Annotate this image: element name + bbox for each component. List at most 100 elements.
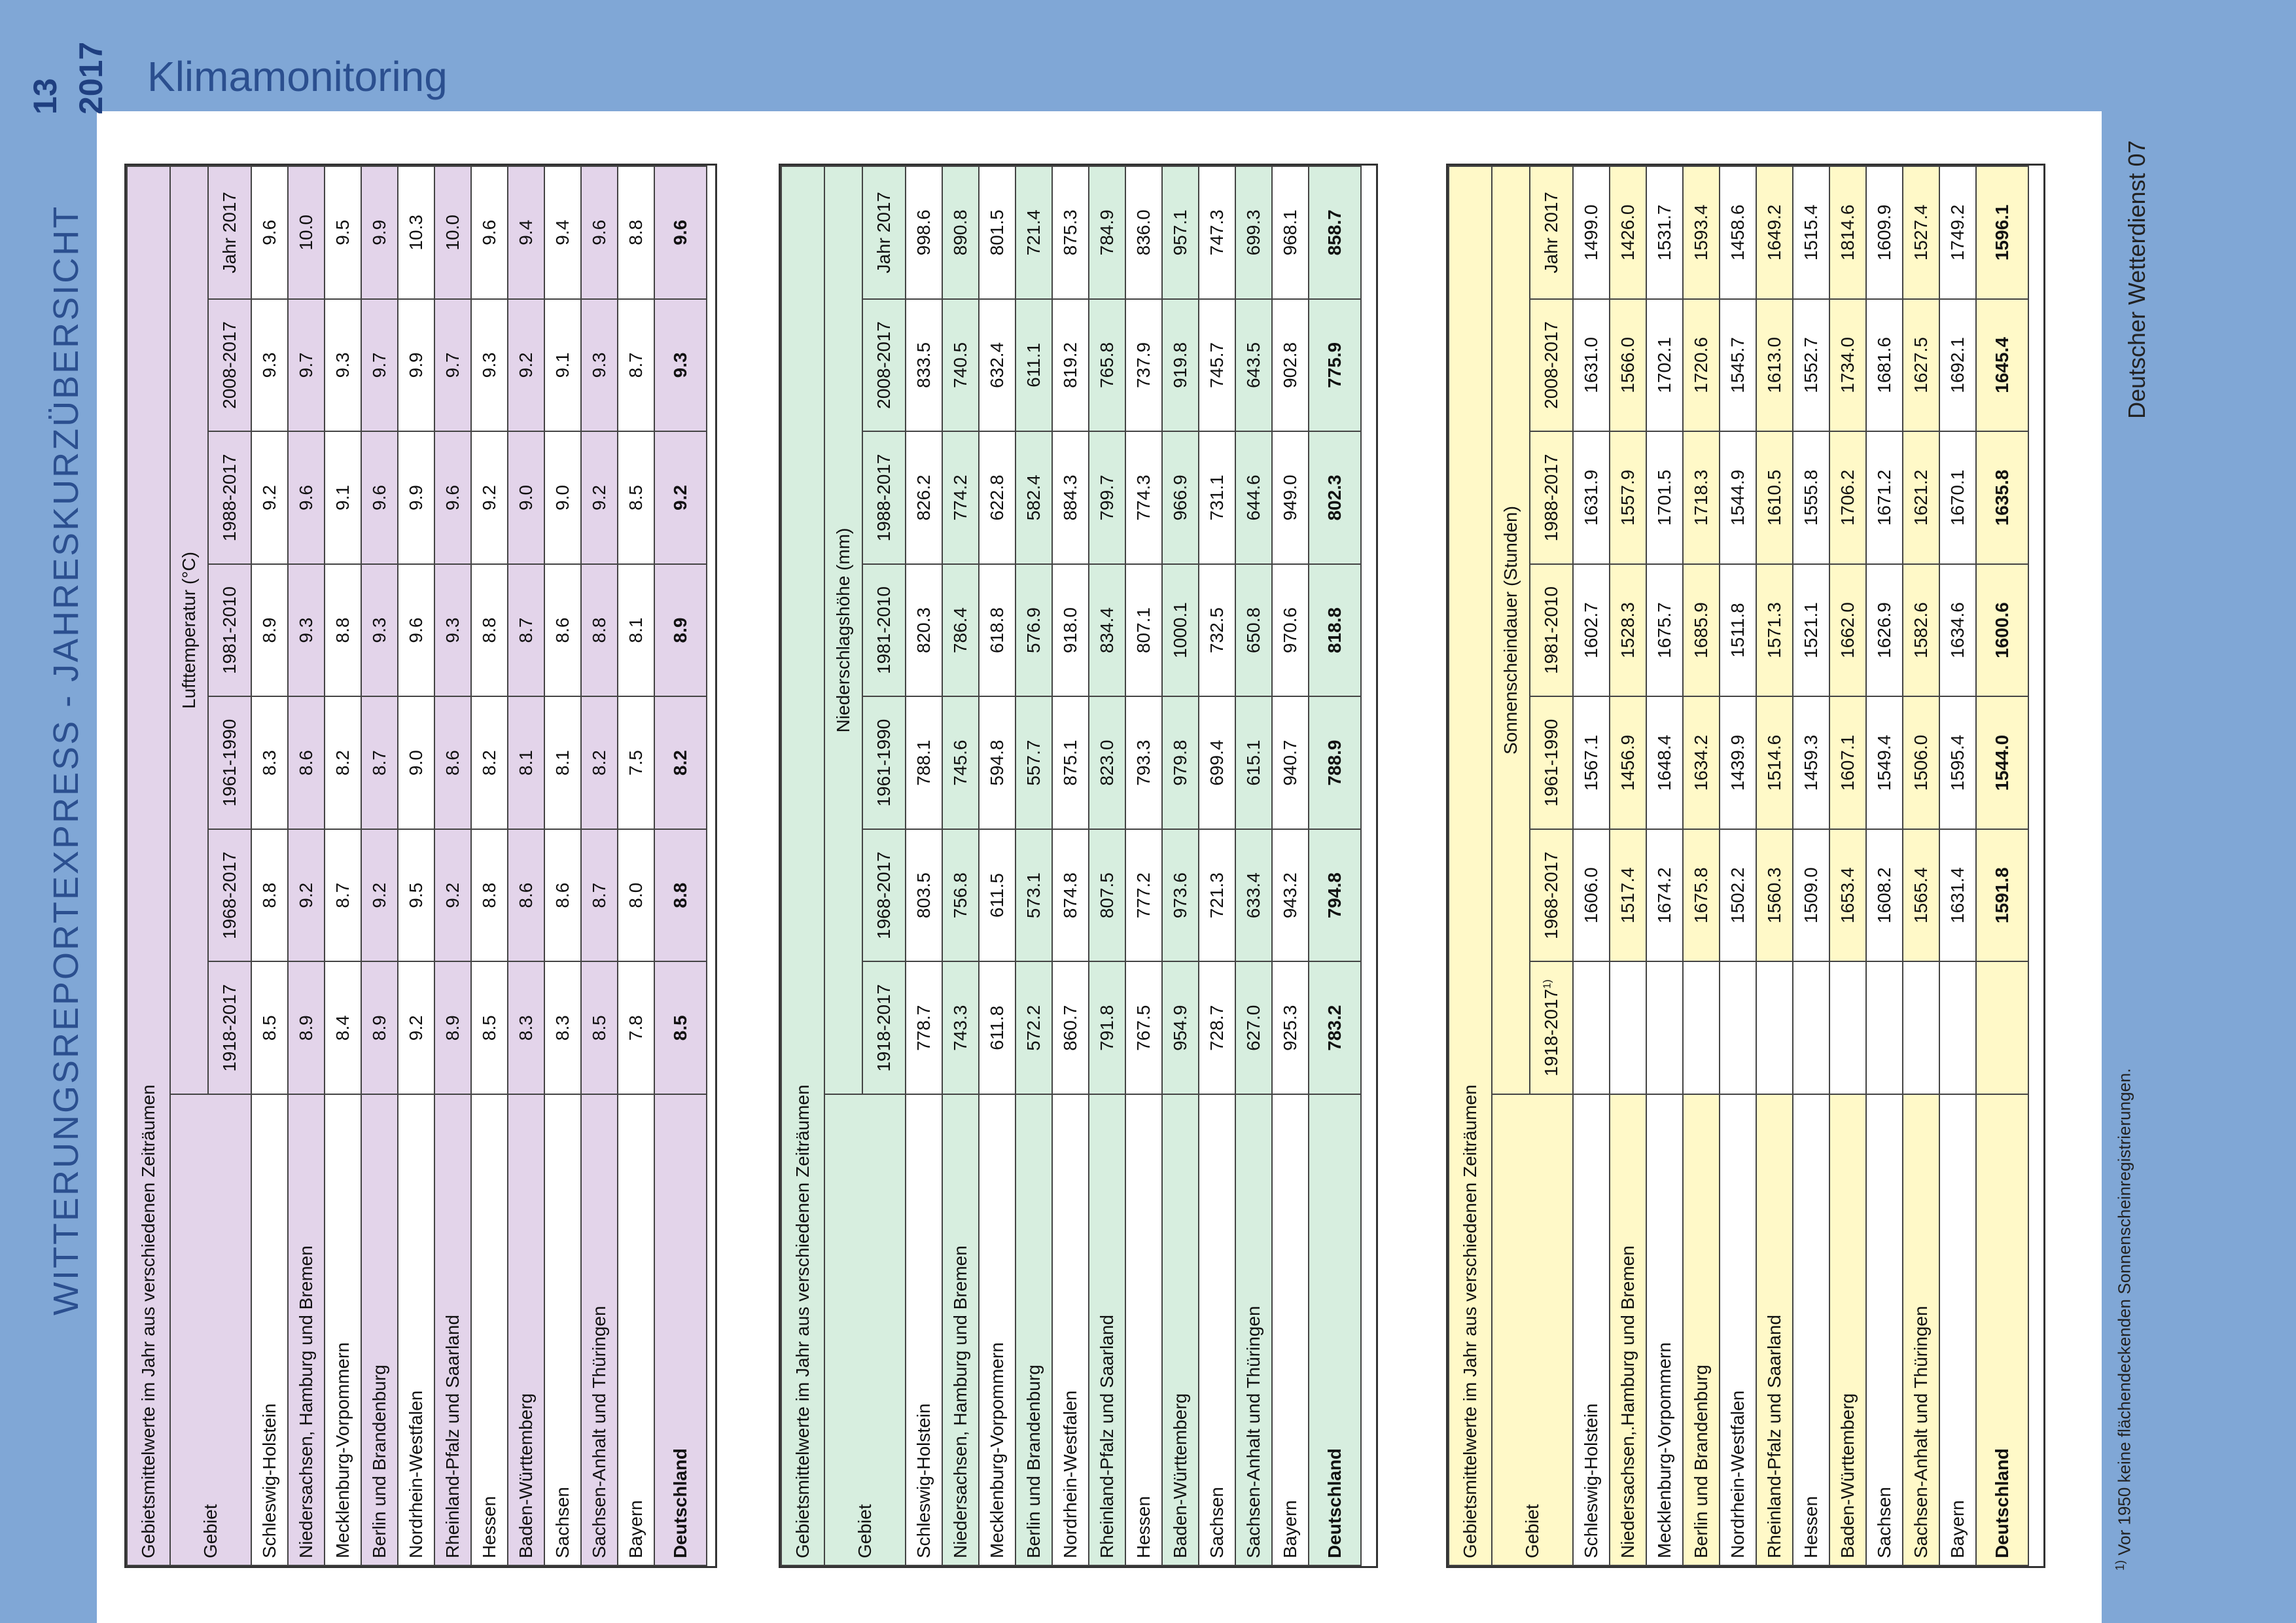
- report-series-title: WITTERUNGSREPORTEXPRESS - JAHRESKURZÜBER…: [46, 204, 86, 1315]
- value-cell: 791.8: [1089, 961, 1125, 1094]
- column-header: 2008-2017: [862, 298, 906, 432]
- value-cell: 767.5: [1125, 961, 1162, 1094]
- table-row: Baden-Württemberg 954.9 973.6 979.8 1000.1 96…: [1162, 166, 1199, 1565]
- value-cell: 1670.1: [1939, 431, 1976, 564]
- footnote-marker: 1): [2113, 1560, 2127, 1571]
- value-cell: 8.8: [325, 563, 361, 697]
- value-cell: 8.6: [544, 563, 581, 697]
- total-value-cell: 9.3: [654, 298, 707, 432]
- value-cell: 10.0: [434, 166, 471, 299]
- table-caption: Gebietsmittelwerte im Jahr aus verschied…: [781, 166, 824, 1565]
- value-cell: 1565.4: [1903, 829, 1939, 962]
- value-cell: 8.8: [471, 829, 508, 962]
- value-cell: 8.5: [581, 961, 618, 1094]
- total-value-cell: 775.9: [1309, 298, 1361, 432]
- value-cell: 1515.4: [1793, 166, 1829, 299]
- value-cell: 918.0: [1052, 563, 1089, 697]
- value-cell: 966.9: [1162, 431, 1199, 564]
- region-name: Nordrhein-Westfalen: [1052, 1094, 1089, 1565]
- value-cell: 860.7: [1052, 961, 1089, 1094]
- value-cell: 9.3: [288, 563, 325, 697]
- value-cell: 826.2: [906, 431, 942, 564]
- value-cell: 8.1: [618, 563, 654, 697]
- value-cell: 9.3: [434, 563, 471, 697]
- value-cell: 793.3: [1125, 696, 1162, 829]
- total-value-cell: 802.3: [1309, 431, 1361, 564]
- value-cell: 643.5: [1235, 298, 1272, 432]
- value-cell: 8.2: [325, 696, 361, 829]
- value-cell: [1683, 961, 1720, 1094]
- value-cell: 1426.0: [1610, 166, 1646, 299]
- region-name: Sachsen: [544, 1094, 581, 1565]
- value-cell: 8.5: [471, 961, 508, 1094]
- temperature-table: Gebietsmittelwerte im Jahr aus verschied…: [124, 164, 717, 1568]
- table-row: Rheinland-Pfalz und Saarland 8.9 9.2 8.6 9.3…: [434, 166, 471, 1565]
- region-name: Sachsen-Anhalt und Thüringen: [1903, 1094, 1939, 1565]
- table-row: Sachsen 728.7 721.3 699.4 732.5 731.1 745.7 747…: [1199, 166, 1235, 1565]
- value-cell: 1662.0: [1829, 563, 1866, 697]
- total-label: Deutschland: [654, 1094, 707, 1565]
- value-cell: [1573, 961, 1610, 1094]
- value-cell: 9.1: [544, 298, 581, 432]
- value-cell: 788.1: [906, 696, 942, 829]
- value-cell: 9.3: [325, 298, 361, 432]
- region-name: Sachsen: [1199, 1094, 1235, 1565]
- section-title: Klimamonitoring: [147, 53, 448, 100]
- value-cell: 1674.2: [1646, 829, 1683, 962]
- table-row: Niedersachsen, Hamburg und Bremen 743.3 75…: [942, 166, 979, 1565]
- value-cell: 9.6: [398, 563, 434, 697]
- value-cell: 8.7: [361, 696, 398, 829]
- value-cell: [1939, 961, 1976, 1094]
- value-cell: 9.3: [251, 298, 288, 432]
- value-cell: 9.1: [325, 431, 361, 564]
- value-cell: 9.6: [361, 431, 398, 564]
- table-caption: Gebietsmittelwerte im Jahr aus verschied…: [127, 166, 170, 1565]
- page-number: 13: [27, 78, 63, 115]
- value-cell: 1685.9: [1683, 563, 1720, 697]
- value-cell: 1549.4: [1866, 696, 1903, 829]
- value-cell: 875.3: [1052, 166, 1089, 299]
- region-name: Hessen: [1125, 1094, 1162, 1565]
- value-cell: 8.5: [618, 431, 654, 564]
- value-cell: 1607.1: [1829, 696, 1866, 829]
- value-cell: 9.7: [434, 298, 471, 432]
- column-header: 1961-1990: [862, 696, 906, 829]
- value-cell: 8.0: [618, 829, 654, 962]
- temperature-data-table: Gebietsmittelwerte im Jahr aus verschied…: [126, 166, 707, 1566]
- value-cell: 611.8: [979, 961, 1016, 1094]
- value-cell: 1517.4: [1610, 829, 1646, 962]
- total-value-cell: [1976, 961, 2028, 1094]
- value-cell: 627.0: [1235, 961, 1272, 1094]
- table-row: Sachsen 1608.2 1549.4 1626.9 1671.2 1681.6 160…: [1866, 166, 1903, 1565]
- value-cell: 1653.4: [1829, 829, 1866, 962]
- value-cell: 1648.4: [1646, 696, 1683, 829]
- value-cell: 615.1: [1235, 696, 1272, 829]
- region-header: Gebiet: [170, 1094, 251, 1565]
- value-cell: 9.2: [471, 431, 508, 564]
- value-cell: 1631.4: [1939, 829, 1976, 962]
- value-cell: 1627.5: [1903, 298, 1939, 432]
- footnote-ref: 1): [1542, 979, 1553, 989]
- value-cell: 801.5: [979, 166, 1016, 299]
- column-header: 1968-2017: [862, 829, 906, 962]
- value-cell: 765.8: [1089, 298, 1125, 432]
- total-value-cell: 8.8: [654, 829, 707, 962]
- table-row: Bayern 925.3 943.2 940.7 970.6 949.0 902.8 968.…: [1272, 166, 1309, 1565]
- value-cell: 8.7: [618, 298, 654, 432]
- table-row: Mecklenburg-Vorpommern 611.8 611.5 594.8 618…: [979, 166, 1016, 1565]
- value-cell: 1531.7: [1646, 166, 1683, 299]
- region-header: Gebiet: [824, 1094, 906, 1565]
- column-header: 2008-2017: [1530, 298, 1573, 432]
- value-cell: 1706.2: [1829, 431, 1866, 564]
- total-label: Deutschland: [1976, 1094, 2028, 1565]
- total-value-cell: 1596.1: [1976, 166, 2028, 299]
- region-name: Hessen: [1793, 1094, 1829, 1565]
- value-cell: 968.1: [1272, 166, 1309, 299]
- value-cell: 8.6: [434, 696, 471, 829]
- value-cell: 1560.3: [1756, 829, 1793, 962]
- value-cell: 1610.5: [1756, 431, 1793, 564]
- total-value-cell: 788.9: [1309, 696, 1361, 829]
- value-cell: 774.2: [942, 431, 979, 564]
- value-cell: 8.3: [251, 696, 288, 829]
- total-value-cell: 8.9: [654, 563, 707, 697]
